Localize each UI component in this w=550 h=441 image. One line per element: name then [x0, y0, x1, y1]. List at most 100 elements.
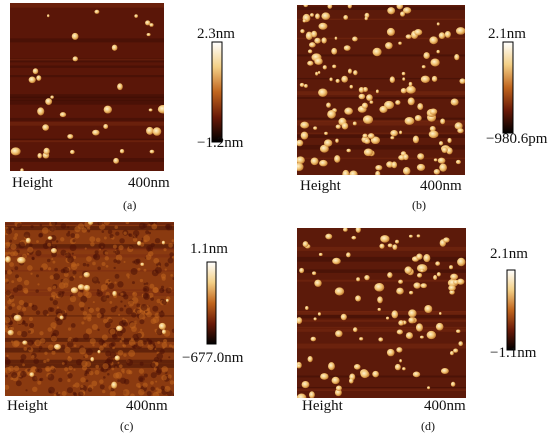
texture	[37, 367, 43, 373]
texture	[80, 385, 84, 389]
texture	[49, 307, 55, 313]
particle	[103, 105, 112, 114]
texture	[137, 310, 141, 314]
texture	[137, 267, 141, 271]
particle	[399, 359, 403, 363]
particle	[325, 233, 333, 240]
texture	[97, 266, 101, 271]
texture	[123, 353, 127, 357]
particle	[161, 329, 167, 335]
particle	[111, 381, 118, 389]
scan-streak	[297, 120, 465, 126]
particle	[50, 247, 57, 254]
texture	[72, 255, 77, 260]
texture	[115, 231, 120, 236]
texture	[84, 247, 87, 250]
scan-streak	[10, 121, 164, 126]
texture	[78, 301, 85, 308]
texture	[10, 340, 14, 343]
particle	[423, 254, 431, 263]
texture	[69, 295, 77, 303]
texture	[155, 380, 158, 383]
particle	[134, 14, 138, 18]
particle	[416, 234, 421, 238]
particle	[455, 159, 461, 165]
texture	[111, 367, 115, 371]
particle	[327, 110, 336, 119]
particle	[429, 36, 438, 45]
texture	[147, 247, 151, 251]
texture	[5, 278, 9, 283]
texture	[73, 368, 76, 371]
texture	[143, 239, 147, 243]
particle	[408, 234, 413, 238]
scan-streak	[5, 254, 174, 258]
particle	[149, 149, 155, 154]
texture	[120, 292, 124, 296]
particle	[359, 337, 364, 341]
particle	[353, 364, 361, 370]
particle	[119, 149, 125, 154]
texture	[168, 242, 173, 248]
particle	[341, 122, 349, 130]
particle	[360, 370, 370, 379]
texture	[138, 313, 146, 321]
texture	[109, 351, 117, 359]
texture	[126, 359, 134, 366]
texture	[90, 242, 95, 247]
particle	[113, 157, 120, 164]
scan-streak	[5, 244, 174, 249]
texture	[155, 362, 159, 366]
particle	[436, 272, 441, 277]
texture	[125, 307, 133, 315]
particle	[145, 20, 151, 26]
texture	[161, 342, 168, 348]
particle	[158, 322, 166, 330]
particle	[416, 253, 423, 260]
texture	[11, 372, 18, 379]
scan-streak	[297, 144, 465, 150]
texture	[94, 250, 99, 255]
texture	[127, 300, 134, 307]
particle	[343, 228, 348, 232]
texture	[28, 322, 35, 329]
texture	[96, 288, 100, 292]
texture	[25, 389, 28, 392]
particle	[348, 378, 354, 384]
particle	[408, 290, 414, 295]
particle	[449, 265, 454, 270]
texture	[153, 223, 156, 226]
particle	[90, 357, 95, 362]
texture	[18, 299, 25, 306]
scan-streak	[10, 58, 164, 61]
scan-streak	[10, 94, 164, 98]
particle	[413, 282, 421, 289]
particle	[335, 78, 340, 83]
texture	[101, 334, 108, 341]
particle	[390, 129, 398, 137]
texture	[149, 283, 155, 289]
texture	[138, 389, 145, 396]
texture	[23, 347, 28, 351]
texture	[44, 351, 48, 355]
texture	[87, 306, 91, 310]
texture	[49, 275, 54, 280]
particle	[372, 370, 379, 378]
texture	[53, 273, 60, 281]
particle	[444, 30, 451, 38]
texture	[20, 354, 27, 360]
particle	[426, 330, 437, 340]
texture	[36, 240, 39, 243]
texture	[95, 237, 101, 243]
texture	[118, 293, 121, 296]
particle	[396, 347, 403, 353]
texture	[23, 231, 31, 239]
scan-streak	[5, 337, 174, 342]
particle	[318, 88, 328, 97]
panel-caption: (a)	[123, 198, 136, 212]
texture	[49, 225, 56, 232]
texture	[56, 240, 59, 243]
texture	[114, 305, 118, 309]
particle	[443, 237, 450, 243]
scan-streak	[297, 97, 465, 99]
